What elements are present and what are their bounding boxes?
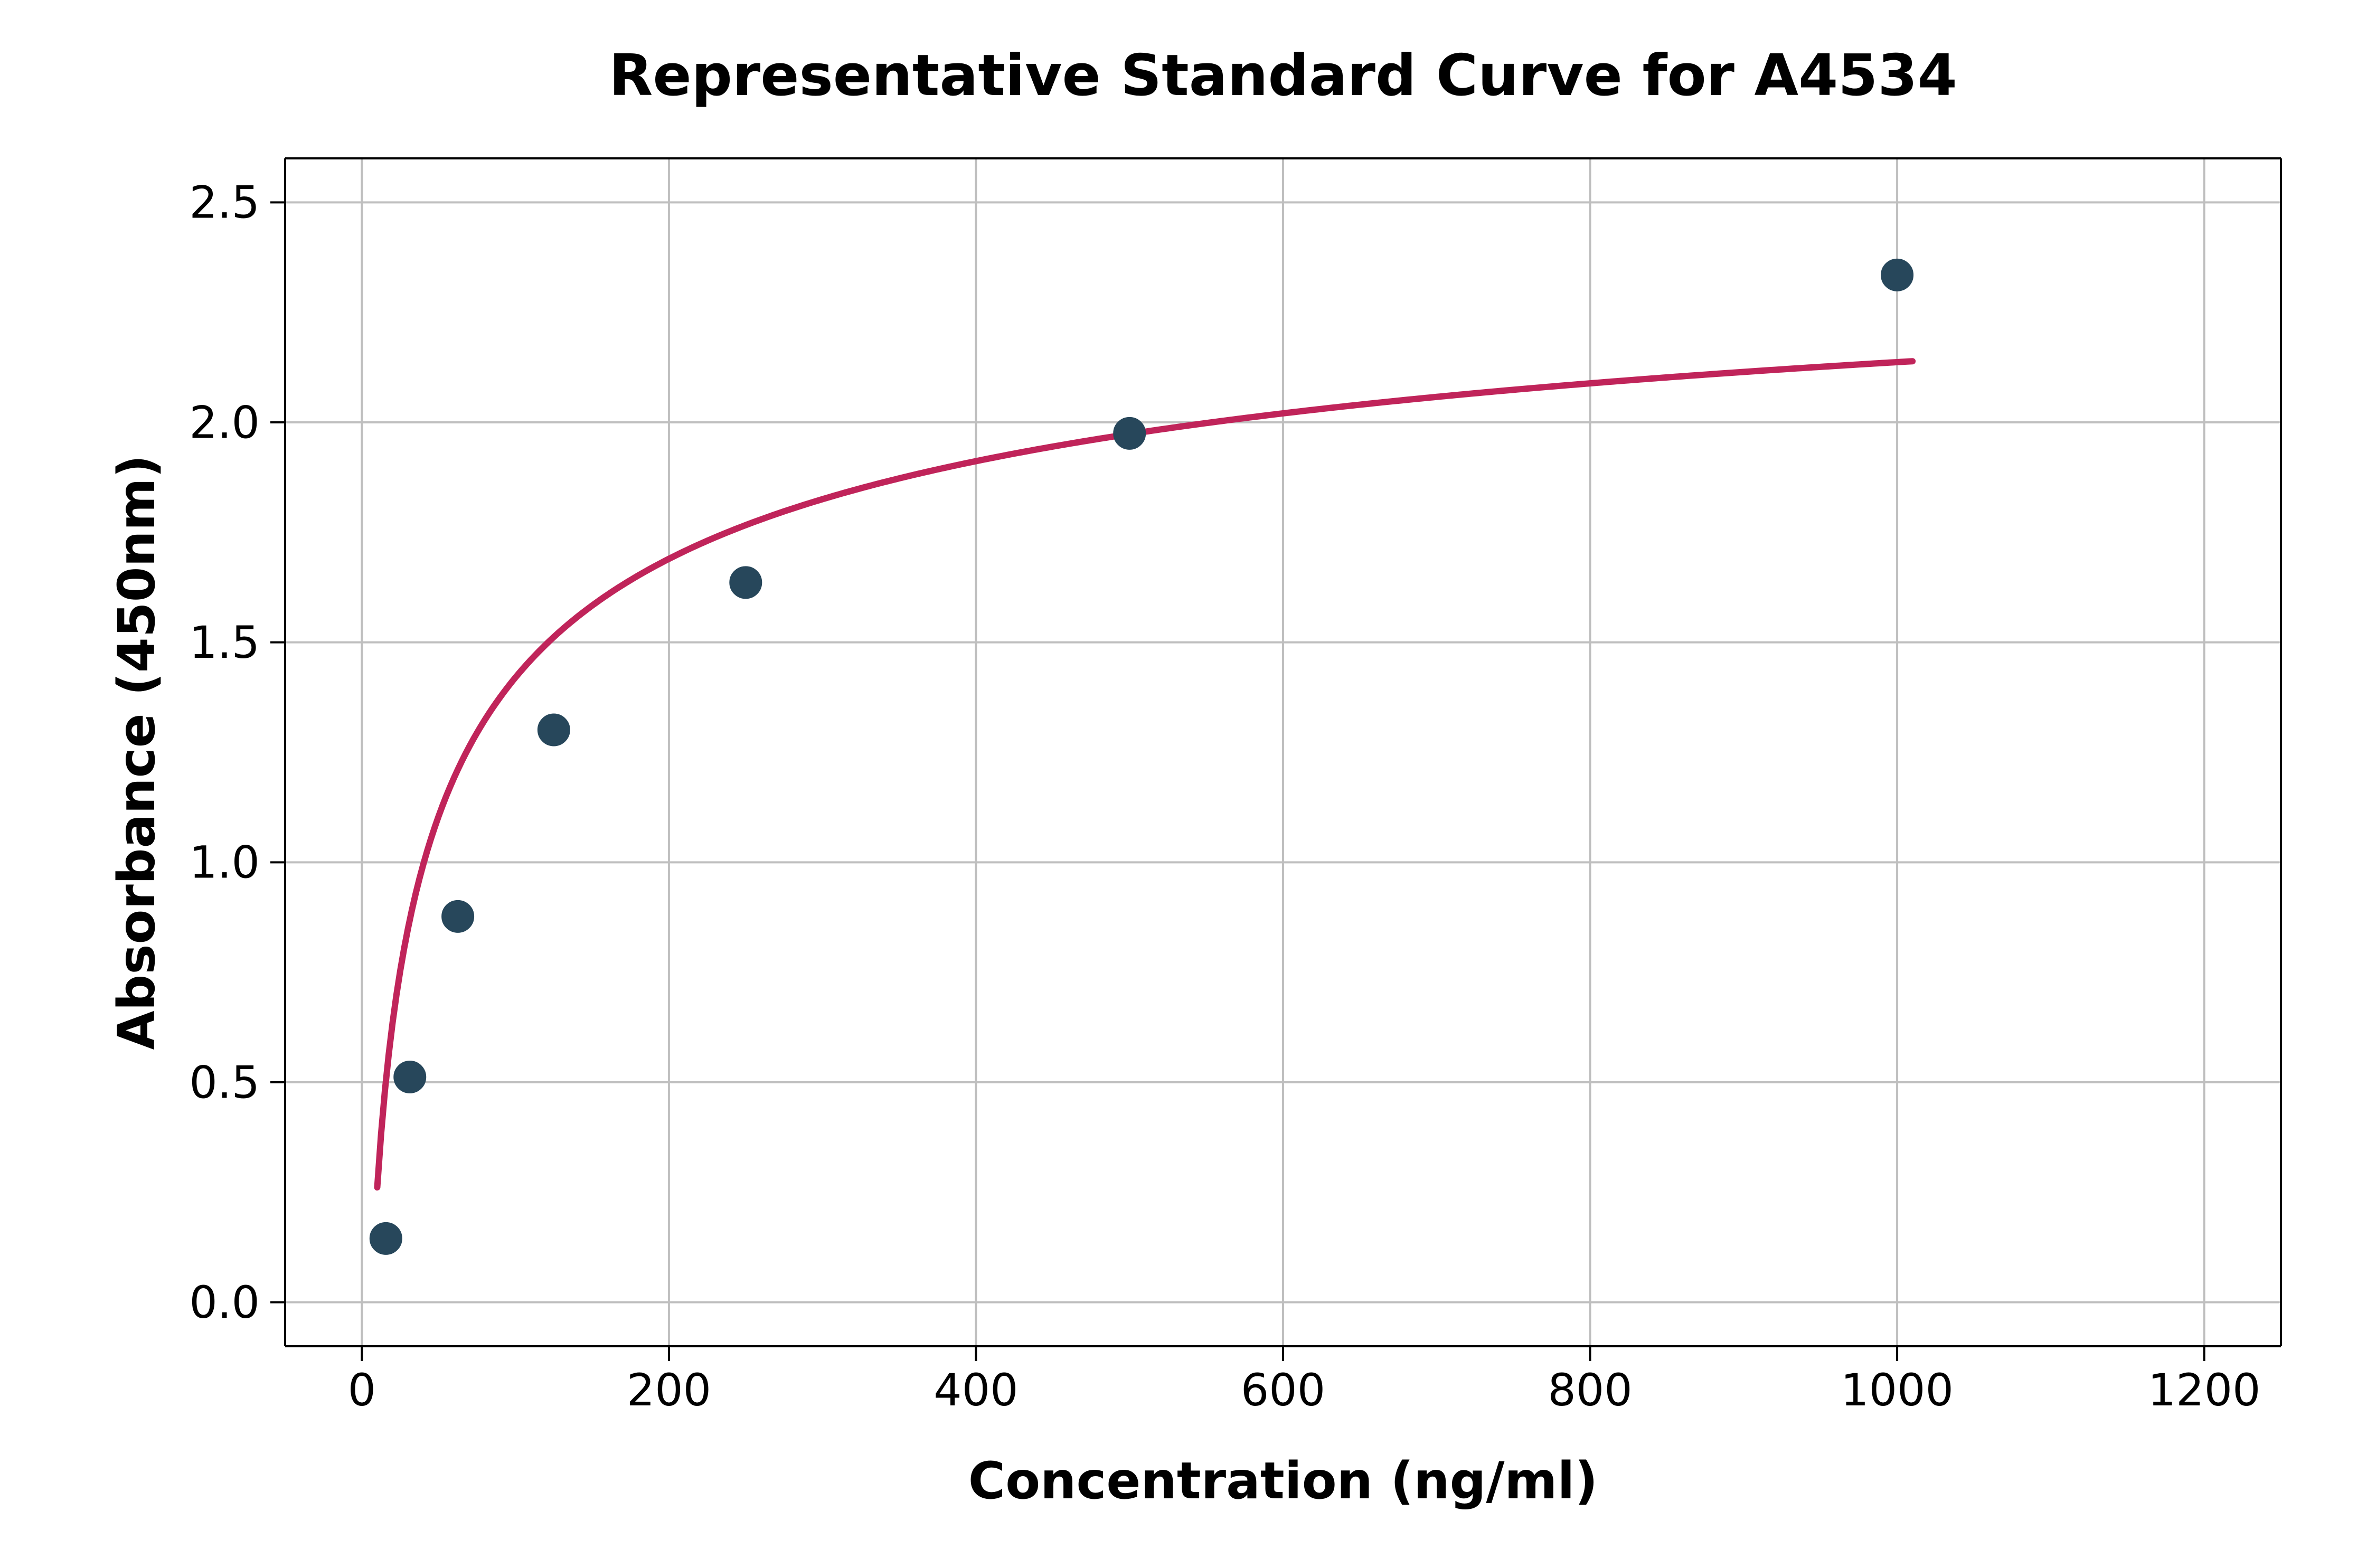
chart-title: Representative Standard Curve for A4534 <box>609 43 1957 109</box>
standard-curve-chart: 0 200 400 600 800 1000 1200 0.0 0.5 1.0 1.5 2.0 2.5 R… <box>0 0 2376 1568</box>
x-tick-label: 600 <box>1241 1364 1325 1416</box>
y-axis-label: Absorbance (450nm) <box>107 455 166 1050</box>
x-tick-label: 1000 <box>1841 1364 1954 1416</box>
y-tick-label: 1.5 <box>189 617 260 668</box>
chart-container: 0 200 400 600 800 1000 1200 0.0 0.5 1.0 1.5 2.0 2.5 R… <box>0 0 2376 1568</box>
x-tick-label: 1200 <box>2148 1364 2261 1416</box>
x-tick-label: 200 <box>627 1364 711 1416</box>
data-point <box>1114 418 1145 449</box>
data-point <box>394 1061 426 1093</box>
y-tick-label: 0.5 <box>189 1056 260 1108</box>
data-point <box>730 566 761 598</box>
x-tick-label: 0 <box>348 1364 376 1416</box>
x-axis-label: Concentration (ng/ml) <box>968 1451 1598 1510</box>
y-tick-label: 1.0 <box>189 837 260 889</box>
data-point <box>1881 259 1913 291</box>
x-tick-label: 800 <box>1548 1364 1632 1416</box>
y-tick-label: 2.0 <box>189 396 260 448</box>
data-point <box>370 1223 402 1254</box>
x-tick-label: 400 <box>934 1364 1018 1416</box>
y-tick-label: 2.5 <box>189 177 260 229</box>
data-point <box>538 714 570 746</box>
y-tick-label: 0.0 <box>189 1277 260 1328</box>
data-point <box>442 901 474 932</box>
